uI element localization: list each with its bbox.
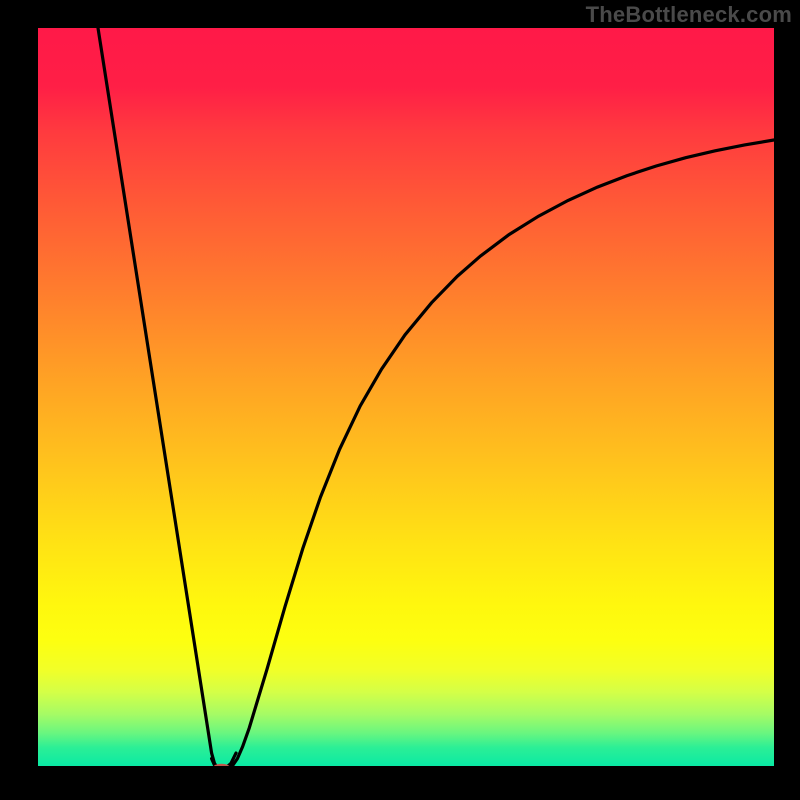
chart-frame: { "watermark": { "text": "TheBottleneck.… xyxy=(0,0,800,800)
curve-right-asymptotic xyxy=(212,140,774,766)
watermark-text: TheBottleneck.com xyxy=(586,2,792,28)
plot-area xyxy=(38,28,774,766)
chart-svg xyxy=(38,28,774,766)
curve-left-linear xyxy=(98,28,236,766)
